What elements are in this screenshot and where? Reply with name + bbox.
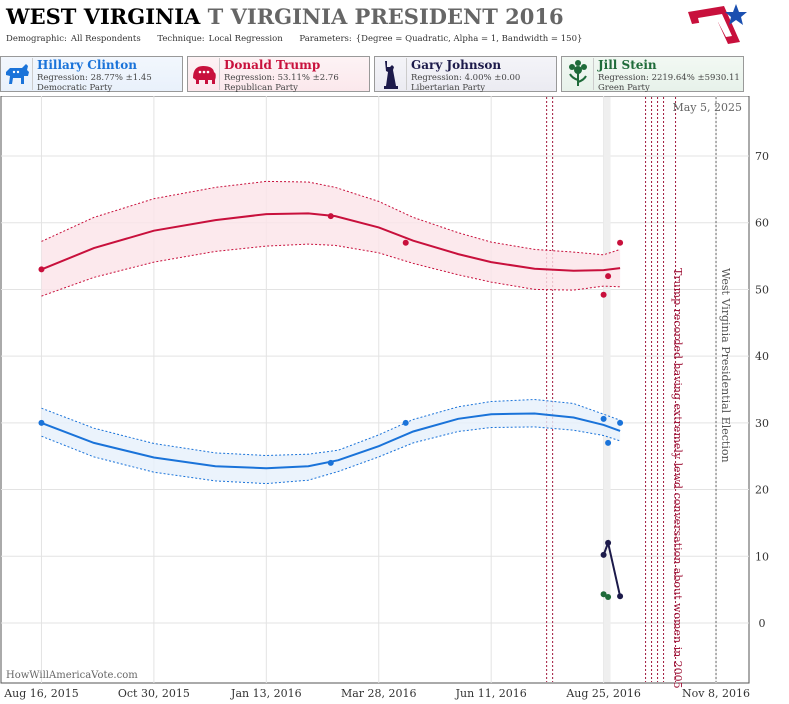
x-tick-label: Aug 16, 2015 [3,687,79,700]
candidate-party: Green Party [598,83,650,93]
elephant-icon [193,58,220,90]
candidate-legend: Hillary Clinton Regression: 28.77% ±1.45… [0,52,789,96]
y-tick-label: 10 [755,550,769,563]
confidence-band [41,181,621,297]
candidate-name: Donald Trump [224,58,321,72]
demographic-value: All Respondents [70,34,141,44]
y-tick-label: 60 [755,217,769,230]
poll-point [402,239,409,246]
candidate-name: Jill Stein [598,58,657,72]
lower-bound-line [41,243,621,297]
star-logo-icon [688,4,747,44]
upper-bound-line [41,180,621,256]
y-tick-label: 50 [755,283,769,296]
parameters-label: Parameters: [299,34,352,44]
poll-point [600,551,607,558]
technique-label: Technique: [157,34,205,44]
poll-point [605,439,612,446]
y-tick-label: 30 [755,417,769,430]
date-stamp: May 5, 2025 [672,101,742,114]
poll-chart: Trump recorded having extremely lewd con… [0,96,769,700]
regression-line [41,212,621,272]
legend-stein[interactable]: Jill Stein Regression: 2219.64% ±5930.11… [561,56,744,93]
candidate-name: Hillary Clinton [37,58,137,72]
poll-point [605,539,612,546]
poll-point [327,213,334,220]
demographic-label: Demographic: [6,34,67,44]
x-tick-label: Oct 30, 2015 [118,687,190,700]
poll-point [327,459,334,466]
candidate-name: Gary Johnson [411,58,502,72]
poll-point [600,415,607,422]
poll-point [617,239,624,246]
poll-point [605,593,612,600]
poll-point [600,291,607,298]
x-tick-label: Jan 13, 2016 [230,687,302,700]
candidate-party: Republican Party [224,83,298,93]
y-tick-label: 40 [755,350,769,363]
parameters-value: {Degree = Quadratic, Alpha = 1, Bandwidt… [355,34,583,44]
flower-icon [569,58,594,90]
x-tick-label: Mar 28, 2016 [341,687,417,700]
candidate-party: Libertarian Party [411,83,486,93]
regression-line [41,412,621,470]
y-tick-label: 70 [755,150,769,163]
shaded-date-band [603,97,611,682]
event-lines: Trump recorded having extremely lewd con… [546,97,732,689]
poll-point [600,591,607,598]
legend-johnson[interactable]: Gary Johnson Regression: 4.00% ±0.00 Lib… [374,56,557,93]
plot-area [0,96,750,684]
candidate-regression: Regression: 2219.64% ±5930.11 [598,73,740,83]
chart-header: WEST VIRGINIA T VIRGINIA PRESIDENT 2016 … [0,0,789,52]
y-tick-label: 20 [755,484,769,497]
y-axis-ticks: 0 10 20 30 40 50 60 70 [755,150,769,630]
y-tick-label: 0 [759,617,766,630]
title-state: WEST VIRGINIA [6,4,201,29]
legend-trump[interactable]: Donald Trump Regression: 53.11% ±2.76 Re… [187,56,370,93]
poll-points [38,213,624,600]
legend-clinton[interactable]: Hillary Clinton Regression: 28.77% ±1.45… [0,56,183,93]
event-label: West Virginia Presidential Election [719,268,732,463]
x-tick-label: Aug 25, 2016 [565,687,641,700]
candidate-regression: Regression: 53.11% ±2.76 [224,73,339,83]
poll-point [605,273,612,280]
watermark: HowWillAmericaVote.com [6,670,138,681]
x-axis-ticks: Aug 16, 2015 Oct 30, 2015 Jan 13, 2016 Mar … [3,687,750,700]
poll-point [402,419,409,426]
candidate-regression: Regression: 28.77% ±1.45 [37,73,152,83]
title-race: T VIRGINIA PRESIDENT 2016 [207,4,564,29]
poll-point [617,593,624,600]
x-tick-label: Nov 8, 2016 [682,687,750,700]
candidate-party: Democratic Party [37,83,113,93]
parameters-line: Demographic: All Respondents Technique: Lo… [6,34,586,44]
poll-point [617,419,624,426]
donkey-icon [6,58,33,90]
liberty-statue-icon [384,58,407,90]
event-label: Trump recorded having extremely lewd con… [671,268,684,689]
poll-point [38,266,45,273]
candidate-regression: Regression: 4.00% ±0.00 [411,73,521,83]
page-title: WEST VIRGINIA T VIRGINIA PRESIDENT 2016 [6,4,564,29]
x-tick-label: Jun 11, 2016 [455,687,527,700]
shaded-column [603,97,611,682]
poll-point [38,419,45,426]
technique-value: Local Regression [208,34,283,44]
